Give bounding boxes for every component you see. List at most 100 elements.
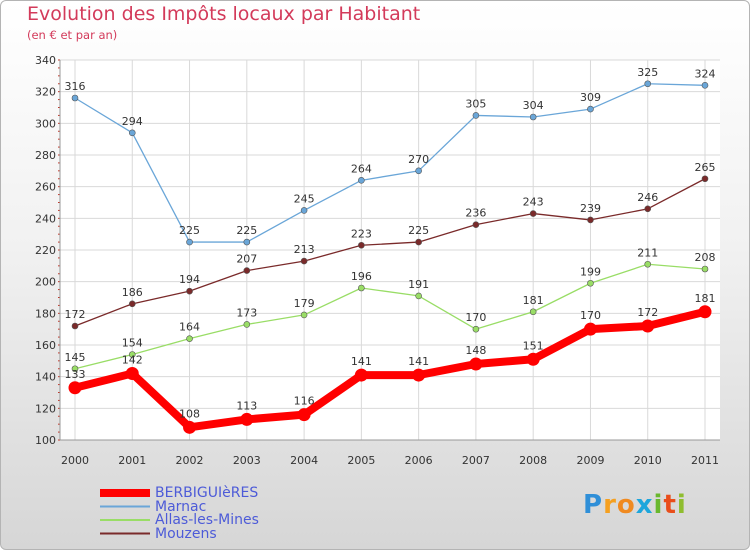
data-point (587, 216, 594, 224)
data-point (644, 205, 652, 213)
data-point (240, 412, 254, 426)
series-line-3 (74, 178, 706, 327)
data-label: 223 (351, 227, 372, 240)
data-label: 141 (351, 355, 372, 368)
y-tick-label: 140 (35, 371, 56, 384)
data-point (469, 357, 483, 371)
chart-subtitle: (en € et par an) (27, 28, 118, 42)
data-label: 211 (637, 246, 658, 259)
data-point (243, 267, 251, 274)
data-label: 145 (65, 351, 86, 364)
x-tick-label: 2009 (576, 454, 604, 467)
y-tick-label: 240 (35, 212, 56, 225)
data-label: 113 (236, 399, 257, 412)
chart-title: Evolution des Impôts locaux par Habitant (27, 3, 421, 25)
data-label: 151 (523, 339, 544, 352)
y-tick-label: 120 (35, 402, 56, 415)
data-point (243, 321, 251, 328)
x-tick-label: 2011 (691, 454, 719, 467)
data-point (186, 287, 193, 295)
x-tick-label: 2003 (233, 454, 261, 467)
data-point (529, 308, 537, 316)
data-point (183, 420, 197, 434)
x-tick-label: 2000 (61, 454, 89, 467)
data-label: 199 (580, 265, 601, 278)
data-label: 116 (294, 395, 315, 408)
data-point (415, 167, 422, 175)
data-label: 208 (695, 251, 716, 264)
data-point (125, 367, 139, 380)
data-label: 173 (236, 306, 257, 319)
data-point (300, 207, 308, 214)
data-label: 270 (408, 153, 429, 166)
data-point (529, 113, 537, 121)
data-point (412, 368, 426, 382)
data-point (526, 352, 540, 366)
data-label: 181 (523, 294, 544, 307)
data-point (68, 381, 82, 395)
data-point (300, 311, 308, 319)
series-line-2 (74, 263, 706, 370)
x-tick-label: 2002 (176, 454, 204, 467)
data-point (698, 305, 712, 319)
data-point (71, 322, 79, 330)
data-point (358, 241, 365, 249)
data-point (644, 260, 652, 268)
data-label: 324 (695, 67, 716, 80)
data-label: 148 (465, 344, 486, 357)
data-point (472, 221, 480, 228)
x-tick-label: 2001 (118, 454, 146, 467)
x-tick-label: 2006 (405, 454, 433, 467)
y-tick-label: 320 (35, 86, 56, 99)
data-point (701, 265, 709, 273)
y-tick-label: 280 (35, 149, 56, 162)
data-point (472, 112, 480, 119)
data-point (354, 368, 368, 382)
data-label: 213 (294, 243, 315, 256)
data-point (644, 80, 652, 88)
y-tick-label: 340 (35, 54, 56, 67)
data-point (529, 210, 537, 217)
data-label: 265 (695, 161, 716, 174)
data-label: 225 (408, 224, 429, 237)
data-label: 170 (580, 309, 601, 322)
data-point (71, 365, 79, 373)
data-point (358, 284, 365, 292)
y-tick-label: 200 (35, 276, 56, 289)
data-label: 133 (65, 368, 86, 381)
data-label: 172 (65, 308, 86, 321)
proxiti-logo: Proxiti (583, 490, 687, 520)
data-point (587, 105, 594, 113)
y-tick-label: 220 (35, 244, 56, 257)
x-tick-label: 2005 (347, 454, 375, 467)
data-point (415, 292, 422, 300)
data-label: 304 (523, 99, 544, 112)
data-label: 181 (695, 292, 716, 305)
data-label: 325 (637, 66, 658, 79)
x-tick-label: 2007 (462, 454, 490, 467)
legend-label: Allas-les-Mines (155, 512, 259, 528)
data-point (472, 325, 480, 333)
series-line-1 (74, 83, 706, 243)
data-label: 194 (179, 273, 200, 286)
legend-label: Marnac (155, 498, 207, 515)
data-label: 170 (465, 311, 486, 324)
data-label: 309 (580, 91, 601, 104)
data-label: 305 (465, 97, 486, 110)
data-label: 141 (408, 355, 429, 368)
y-tick-label: 260 (35, 181, 56, 194)
data-label: 225 (179, 224, 200, 237)
data-point (128, 300, 136, 308)
data-point (641, 319, 655, 333)
data-label: 294 (122, 115, 143, 128)
data-point (128, 129, 136, 137)
data-label: 142 (122, 354, 143, 367)
data-label: 246 (637, 191, 658, 204)
x-tick-label: 2008 (519, 454, 547, 467)
data-label: 154 (122, 337, 143, 350)
data-point (243, 238, 251, 246)
data-point (300, 257, 308, 265)
y-tick-label: 160 (35, 339, 56, 352)
data-label: 191 (408, 278, 429, 291)
